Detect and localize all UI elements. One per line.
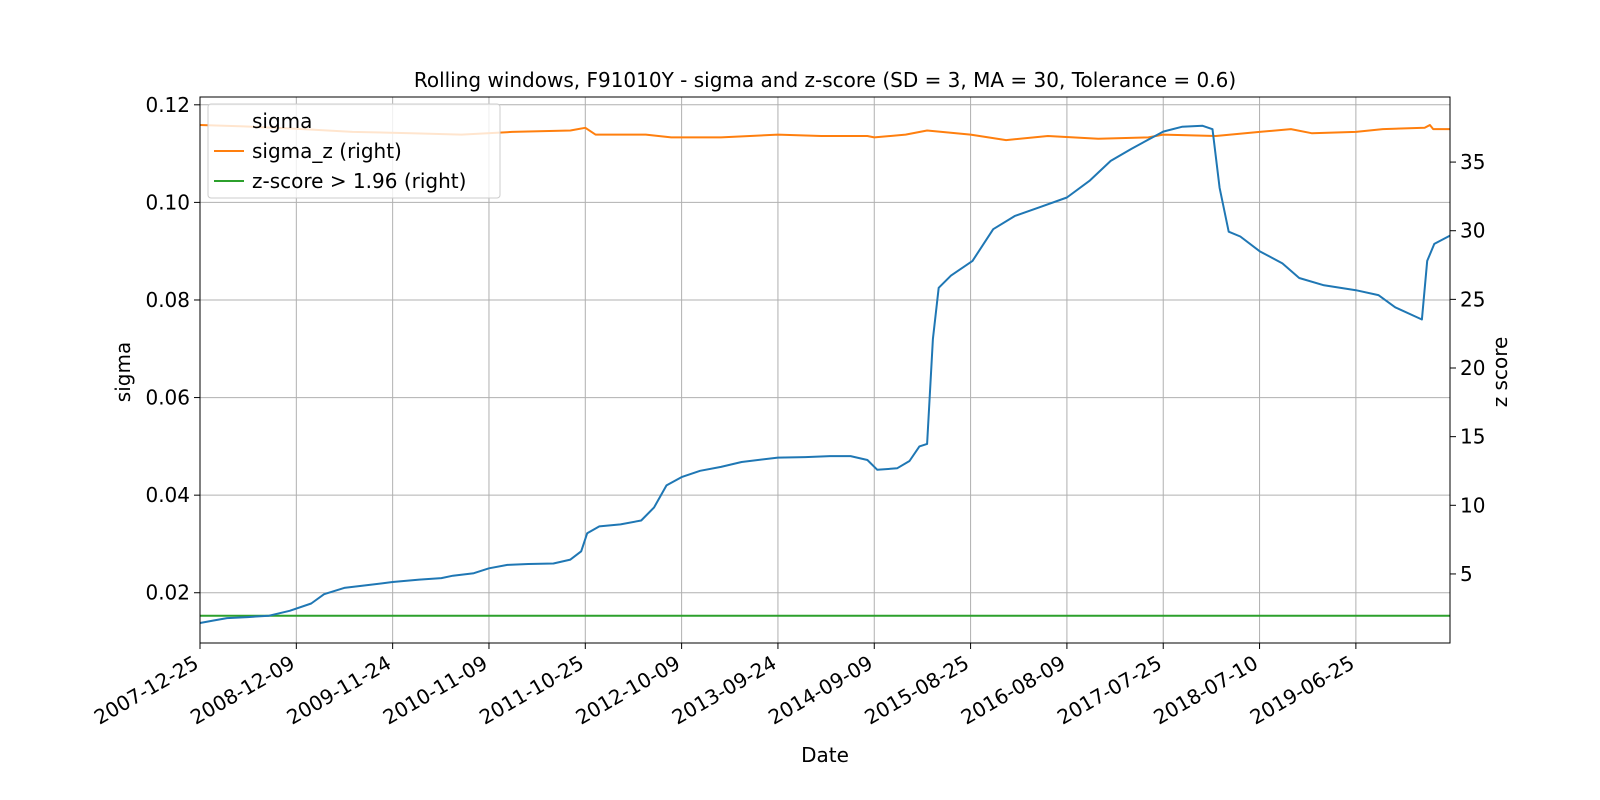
x-tick-label: 2017-07-25 — [1053, 651, 1166, 730]
right-tick-label: 30 — [1460, 219, 1485, 243]
x-tick-label: 2015-08-25 — [860, 651, 973, 730]
x-tick-label: 2012-10-09 — [571, 651, 684, 730]
x-tick-label: 2019-06-25 — [1246, 651, 1359, 730]
left-tick-label: 0.08 — [145, 288, 190, 312]
left-axis-ticks: 0.02 0.04 0.06 0.08 0.10 0.12 — [145, 93, 200, 605]
left-tick-label: 0.02 — [145, 581, 190, 605]
right-tick-label: 15 — [1460, 425, 1485, 449]
left-tick-label: 0.10 — [145, 190, 190, 214]
left-tick-label: 0.06 — [145, 386, 190, 410]
legend-label-z-threshold: z-score > 1.96 (right) — [252, 169, 466, 193]
left-tick-label: 0.04 — [145, 483, 190, 507]
legend: sigma sigma_z (right) z-score > 1.96 (ri… — [207, 103, 501, 199]
x-tick-label: 2014-09-09 — [764, 651, 877, 730]
plot-frame — [199, 96, 1451, 644]
legend-label-sigma: sigma — [252, 109, 312, 133]
x-tick-label: 2018-07-10 — [1149, 651, 1262, 730]
left-axis-label: sigma — [111, 342, 135, 402]
right-axis-label: z score — [1488, 337, 1512, 408]
x-tick-label: 2009-11-24 — [282, 651, 395, 730]
x-axis-ticks: 2007-12-252008-12-092009-11-242010-11-09… — [90, 643, 1359, 730]
x-tick-label: 2011-10-25 — [475, 651, 588, 730]
right-tick-label: 20 — [1460, 356, 1485, 380]
right-tick-label: 35 — [1460, 150, 1485, 174]
series-layer — [199, 124, 1451, 624]
chart-title: Rolling windows, F91010Y - sigma and z-s… — [414, 68, 1236, 92]
x-tick-label: 2013-09-24 — [668, 651, 781, 730]
series-line-sigma — [199, 124, 1451, 624]
x-tick-label: 2007-12-25 — [90, 651, 203, 730]
legend-box — [207, 103, 501, 199]
x-tick-label: 2016-08-09 — [957, 651, 1070, 730]
right-axis-ticks: 5 10 15 20 25 30 35 — [1450, 150, 1485, 586]
legend-label-sigma-z: sigma_z (right) — [252, 139, 402, 163]
x-axis-label: Date — [801, 743, 849, 767]
right-tick-label: 10 — [1460, 493, 1485, 517]
right-tick-label: 25 — [1460, 287, 1485, 311]
left-tick-label: 0.12 — [145, 93, 190, 117]
x-tick-label: 2008-12-09 — [186, 651, 299, 730]
x-tick-label: 2010-11-09 — [379, 651, 492, 730]
right-tick-label: 5 — [1460, 562, 1473, 586]
